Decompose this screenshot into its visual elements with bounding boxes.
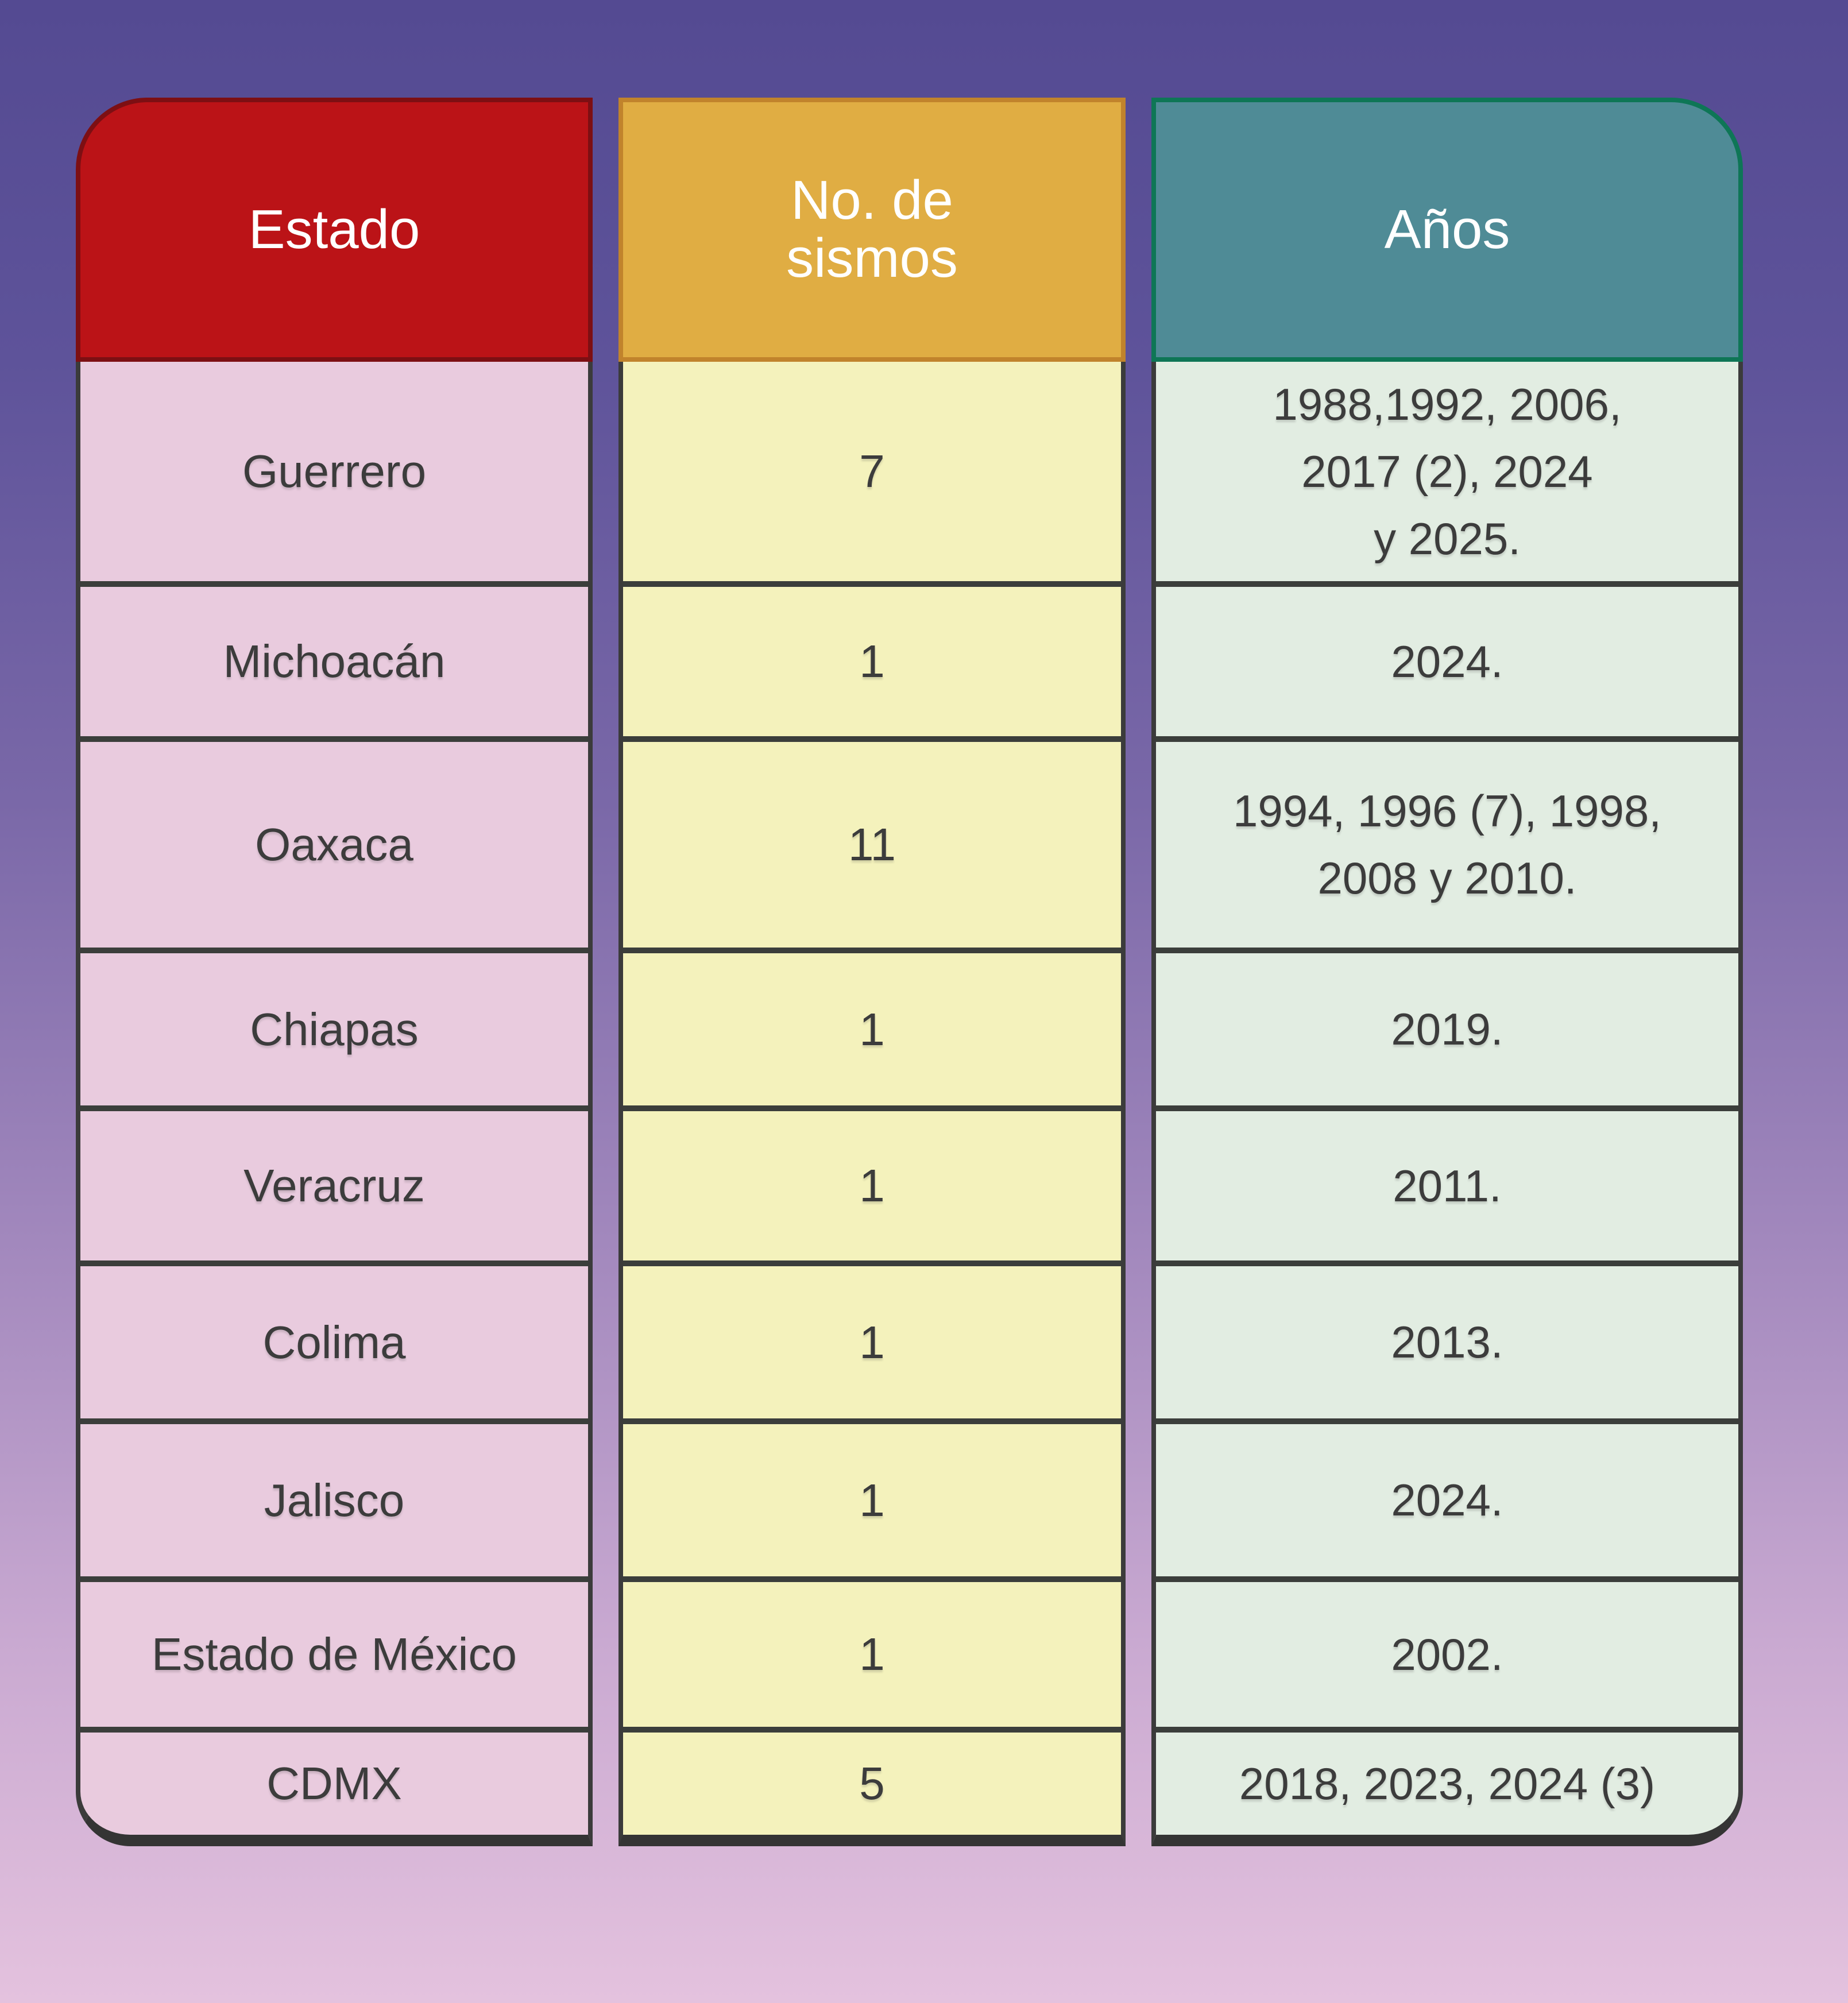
cell-sismos-row7: 1 [623, 1582, 1121, 1733]
cell-anos-row7: 2002. [1156, 1582, 1738, 1733]
cell-anos-row2: 1994, 1996 (7), 1998, 2008 y 2010. [1156, 742, 1738, 953]
column-header-anos: Años [1151, 98, 1743, 362]
column-header-sismos-label: No. de sismos [786, 169, 958, 289]
cell-estado-row5: Colima [80, 1266, 588, 1424]
cell-sismos-row1: 1 [623, 587, 1121, 742]
earthquake-table: Estado Guerrero Michoacán Oaxaca Chiapas… [76, 98, 1743, 1846]
cell-anos-row0: 1988,1992, 2006, 2017 (2), 2024 y 2025. [1156, 362, 1738, 587]
column-header-estado: Estado [76, 98, 593, 362]
cell-sismos-row4: 1 [623, 1111, 1121, 1266]
cell-sismos-row2: 11 [623, 742, 1121, 953]
cell-sismos-row3: 1 [623, 953, 1121, 1111]
column-anos: Años 1988,1992, 2006, 2017 (2), 2024 y 2… [1151, 98, 1743, 1846]
column-header-sismos: No. de sismos [618, 98, 1126, 362]
cell-estado-row3: Chiapas [80, 953, 588, 1111]
column-sismos: No. de sismos 7 1 11 1 1 1 1 1 5 [618, 98, 1126, 1846]
cell-estado-row1: Michoacán [80, 587, 588, 742]
column-header-estado-label: Estado [248, 198, 420, 260]
column-estado: Estado Guerrero Michoacán Oaxaca Chiapas… [76, 98, 593, 1846]
cell-estado-row8: CDMX [266, 1758, 402, 1809]
cell-sismos-row5: 1 [623, 1266, 1121, 1424]
cell-estado-row6: Jalisco [80, 1424, 588, 1582]
cell-anos-row1: 2024. [1156, 587, 1738, 742]
cell-anos-row5: 2013. [1156, 1266, 1738, 1424]
cell-estado-row0: Guerrero [80, 362, 588, 587]
cell-estado-row7: Estado de México [80, 1582, 588, 1733]
column-body-estado: Guerrero Michoacán Oaxaca Chiapas Veracr… [76, 362, 593, 1846]
cell-sismos-row0: 7 [623, 362, 1121, 587]
cell-sismos-row8: 5 [859, 1758, 885, 1809]
cell-anos-row4: 2011. [1156, 1111, 1738, 1266]
column-body-anos: 1988,1992, 2006, 2017 (2), 2024 y 2025. … [1151, 362, 1743, 1846]
column-body-sismos: 7 1 11 1 1 1 1 1 5 [618, 362, 1126, 1846]
cell-estado-row2: Oaxaca [80, 742, 588, 953]
cell-sismos-row6: 1 [623, 1424, 1121, 1582]
cell-anos-row3: 2019. [1156, 953, 1738, 1111]
cell-anos-row6: 2024. [1156, 1424, 1738, 1582]
cell-anos-row8: 2018, 2023, 2024 (3) [1239, 1758, 1656, 1809]
column-header-anos-label: Años [1384, 198, 1510, 260]
cell-estado-row4: Veracruz [80, 1111, 588, 1266]
